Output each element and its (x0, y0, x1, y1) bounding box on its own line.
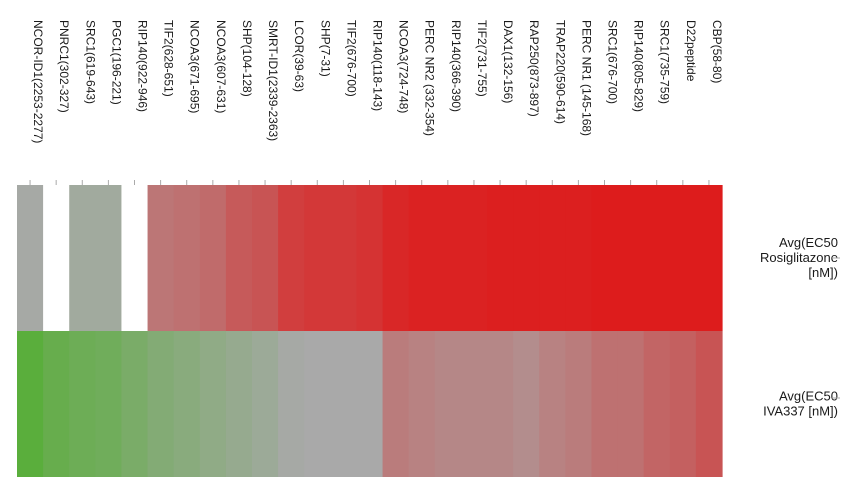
column-labels: NCOR-ID1(2253-2277) PNRC1(302-327) SRC1(61… (29, 20, 724, 185)
heatmap-cell (565, 185, 593, 331)
heatmap-cell (278, 185, 305, 331)
column-label: NCOA3(671-695) (188, 20, 202, 113)
heatmap-cell (643, 185, 671, 331)
column-label: RIP140(366-390) (449, 20, 463, 112)
column-label: NCOA3(724-748) (397, 20, 411, 113)
heatmap-cell (173, 331, 201, 477)
column-label: SRC1(619-643) (83, 20, 97, 104)
heatmap-cell (199, 331, 227, 477)
column-label: RAP250(873-897) (527, 20, 541, 117)
heatmap-cell (278, 331, 305, 477)
column-label: TRAP220(590-614) (553, 20, 567, 124)
column-label: NCOR-ID1(2253-2277) (31, 20, 45, 143)
row-label: Avg(EC50 Rosiglitazone [nM])Avg(EC50 Rosig… (760, 235, 838, 280)
heatmap-cell (643, 331, 671, 477)
heatmap-cell (95, 185, 123, 331)
heatmap-cell (382, 185, 410, 331)
heatmap-cell (69, 331, 96, 477)
heatmap-cell (225, 331, 253, 477)
column-label: TIF2(628-651) (162, 20, 176, 97)
heatmap-cell (382, 331, 410, 477)
column-label: D22peptide (684, 20, 698, 82)
column-label: NCOA3(607-631) (214, 20, 228, 113)
heatmap-cell (95, 331, 123, 477)
column-label: SRC1(676-700) (606, 20, 620, 104)
column-label: TIF2(676-700) (344, 20, 358, 97)
column-label: SRC1(735-759) (658, 20, 672, 104)
heatmap-cell (565, 331, 593, 477)
heatmap-cell (513, 185, 540, 331)
heatmap-cell (356, 185, 384, 331)
heatmap-cell (252, 331, 279, 477)
column-label: CBP(58-80) (710, 20, 724, 83)
heatmap-cell (460, 185, 488, 331)
heatmap-cell (330, 331, 358, 477)
heatmap-cell (17, 331, 44, 477)
column-label: SHP(104-128) (240, 20, 254, 97)
heatmap-cell (252, 185, 279, 331)
row-labels: Avg(EC50 Rosiglitazone [nM])Avg(EC50 Rosig… (760, 235, 840, 419)
column-label: RIP140(922-946) (136, 20, 150, 112)
column-label: LCOR(39-63) (292, 20, 306, 92)
heatmap-cell (43, 331, 70, 477)
heatmap-cell (434, 331, 462, 477)
heatmap-cell (121, 185, 149, 331)
heatmap-cell (199, 185, 227, 331)
column-label: SHP(7-31) (318, 20, 332, 77)
heatmap-cell (121, 331, 149, 477)
heatmap-cell (617, 185, 645, 331)
heatmap-cell (487, 331, 514, 477)
heatmap-cell (669, 185, 697, 331)
heatmap-cell (434, 185, 462, 331)
heatmap-cell (356, 331, 384, 477)
heatmap-cell (173, 185, 201, 331)
heatmap-cell (460, 331, 488, 477)
heatmap-cell (304, 185, 331, 331)
row-label: Avg(EC50 IVA337 [nM])Avg(EC50 IVA337 [nM]… (763, 389, 838, 419)
column-label: RIP140(118-143) (371, 20, 385, 111)
column-label: SMRT-ID1(2339-2363) (266, 20, 280, 141)
heatmap-cell (617, 331, 645, 477)
heatmap-cell (591, 331, 619, 477)
heatmap-cell (225, 185, 253, 331)
heatmap-cell (695, 331, 723, 477)
heatmap-cell (43, 185, 70, 331)
heatmap-cell (669, 331, 697, 477)
column-label: PERC NR1 (145-168) (579, 20, 593, 136)
heatmap-cell (147, 331, 175, 477)
heatmap-cell (487, 185, 514, 331)
column-label: RIP140(805-829) (632, 20, 646, 112)
heatmap-cell (539, 185, 566, 331)
heatmap-cell (147, 185, 175, 331)
heatmap-cell (408, 185, 436, 331)
heatmap-cell (69, 185, 96, 331)
column-label: PGC1(196-221) (109, 20, 123, 105)
heatmap-cell (304, 331, 331, 477)
column-label: PNRC1(302-327) (57, 20, 71, 113)
heatmap-cells (17, 185, 723, 477)
column-label: PERC NR2 (332-354) (423, 20, 437, 136)
heatmap-cell (539, 331, 566, 477)
heatmap-cell (408, 331, 436, 477)
column-label: TIF2(731-755) (475, 20, 489, 97)
heatmap-cell (17, 185, 44, 331)
column-label: DAX1(132-156) (501, 20, 515, 103)
heatmap-cell (695, 185, 723, 331)
heatmap-cell (513, 331, 540, 477)
heatmap-cell (330, 185, 358, 331)
heatmap-cell (591, 185, 619, 331)
